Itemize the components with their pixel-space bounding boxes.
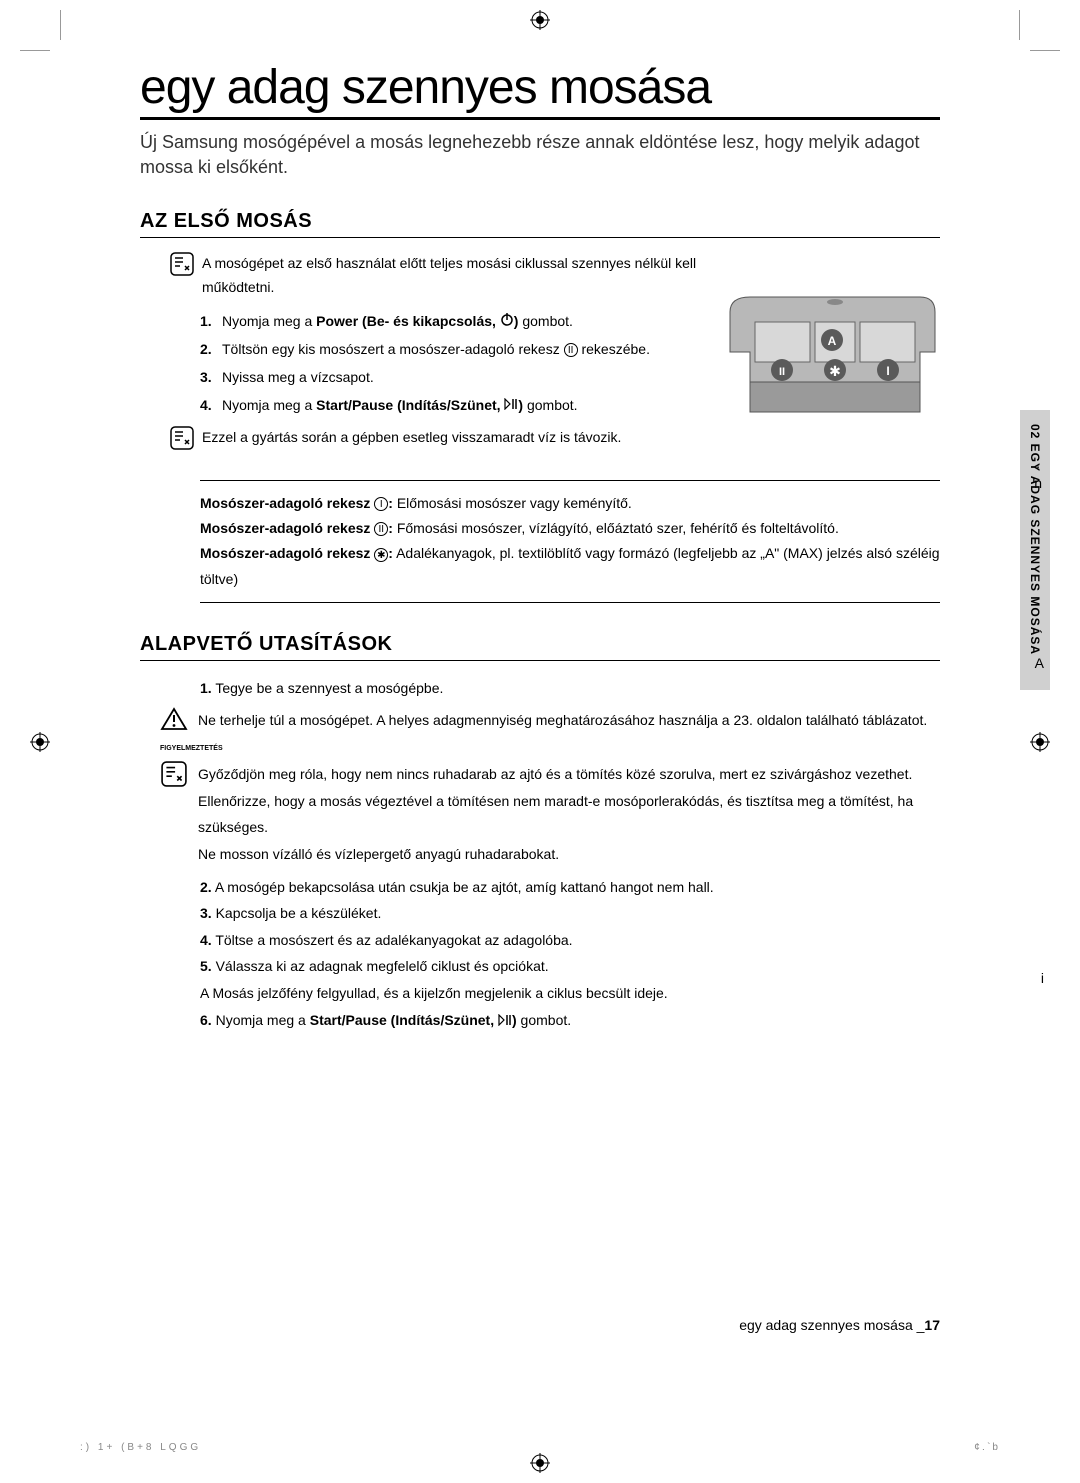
step-item: 2.Töltsön egy kis mosószert a mosószer-a… — [200, 338, 700, 362]
svg-text:II: II — [779, 366, 785, 378]
crop-line — [20, 50, 50, 51]
play-pause-icon — [504, 394, 518, 418]
overflow-char: i — [1041, 970, 1044, 986]
page-title: egy adag szennyes mosása — [140, 60, 940, 120]
warning-icon — [160, 707, 188, 731]
overflow-char: . — [1036, 455, 1040, 471]
step-item: 1. Tegye be a szennyest a mosógépbe. — [200, 675, 940, 702]
note-icon — [170, 252, 194, 276]
note-icon — [170, 426, 194, 450]
dispenser-row: Mosószer-adagoló rekesz II: Főmosási mos… — [200, 516, 940, 541]
compartment-2-icon: II — [564, 343, 578, 357]
dispenser-row: Mosószer-adagoló rekesz ✱: Adalékanyagok… — [200, 541, 940, 591]
intro-text: Új Samsung mosógépével a mosás legneheze… — [140, 130, 940, 180]
overflow-char: A — [1035, 655, 1044, 671]
crop-line — [1019, 10, 1020, 40]
print-code-left: :) 1+ (B+8 LQGG — [80, 1442, 201, 1453]
registration-mark-right — [1030, 732, 1050, 752]
crop-line — [60, 10, 61, 40]
compartment-1-icon: I — [374, 497, 388, 511]
first-wash-steps: 1.Nyomja meg a Power (Be- és kikapcsolás… — [170, 310, 700, 418]
registration-mark-top — [530, 10, 550, 30]
softener-icon: ✱ — [374, 548, 388, 562]
warning-row: FIGYELMEZTETÉS Ne terhelje túl a mosógép… — [160, 707, 940, 755]
page-footer: egy adag szennyes mosása _17 — [739, 1317, 940, 1333]
overflow-char: n — [1034, 475, 1042, 491]
page-content: egy adag szennyes mosása Új Samsung mosó… — [140, 60, 940, 1034]
warning-label: FIGYELMEZTETÉS — [160, 742, 188, 755]
chapter-tab: 02 EGY ADAG SZENNYES MOSÁSA — [1020, 410, 1050, 690]
step-item: 2. A mosógép bekapcsolása után csukja be… — [200, 874, 940, 901]
print-code-right: ¢․`b — [974, 1442, 1000, 1453]
play-pause-icon — [498, 1008, 512, 1035]
section1-heading: AZ ELSŐ MOSÁS — [140, 210, 940, 238]
note-text: Ezzel a gyártás során a gépben esetleg v… — [202, 426, 700, 450]
registration-mark-bottom — [530, 1453, 550, 1473]
note-row: Győződjön meg róla, hogy nem nincs ruhad… — [160, 761, 940, 867]
crop-line — [1030, 50, 1060, 51]
step-item: 5. Válassza ki az adagnak megfelelő cikl… — [200, 953, 940, 1006]
note-icon — [161, 761, 187, 787]
power-icon — [500, 310, 514, 334]
dispenser-table: Mosószer-adagoló rekesz I: Előmosási mos… — [200, 480, 940, 603]
step-item: 3. Kapcsolja be a készüléket. — [200, 900, 940, 927]
step-item: 3.Nyissa meg a vízcsapot. — [200, 366, 700, 390]
registration-mark-left — [30, 732, 50, 752]
step-item: 1.Nyomja meg a Power (Be- és kikapcsolás… — [200, 310, 700, 334]
svg-text:A: A — [828, 334, 837, 348]
section2-heading: ALAPVETŐ UTASÍTÁSOK — [140, 633, 940, 661]
svg-text:✱: ✱ — [829, 363, 841, 379]
note-text: A mosógépet az első használat előtt telj… — [202, 252, 700, 300]
dispenser-drawer-illustration: A II ✱ I — [720, 252, 940, 432]
warning-text: Ne terhelje túl a mosógépet. A helyes ad… — [198, 707, 927, 734]
page-number: 17 — [924, 1317, 940, 1333]
note-block: Győződjön meg róla, hogy nem nincs ruhad… — [198, 761, 940, 867]
compartment-2-icon: II — [374, 522, 388, 536]
dispenser-row: Mosószer-adagoló rekesz I: Előmosási mos… — [200, 491, 940, 516]
step-item: 4.Nyomja meg a Start/Pause (Indítás/Szün… — [200, 394, 700, 418]
svg-text:I: I — [886, 364, 889, 378]
step-item: 4. Töltse a mosószert és az adalékanyago… — [200, 927, 940, 954]
step-item: 6. Nyomja meg a Start/Pause (Indítás/Szü… — [200, 1007, 940, 1035]
